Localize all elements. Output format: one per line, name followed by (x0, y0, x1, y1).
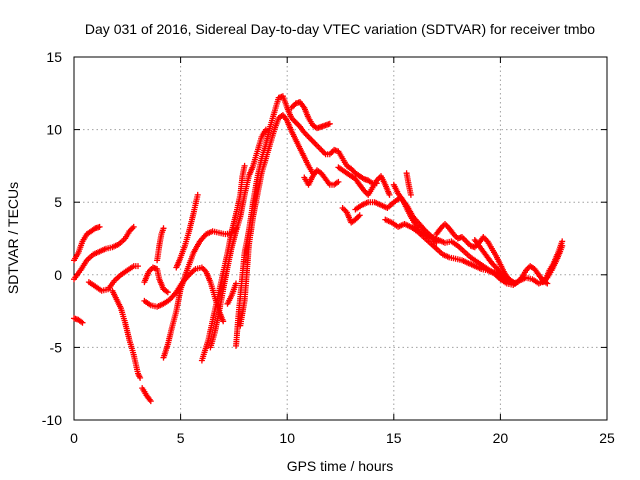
series-track-6 (139, 385, 154, 405)
series-track-16 (237, 112, 316, 329)
data-point (164, 289, 171, 296)
series-track-18 (301, 167, 342, 188)
chart-title: Day 031 of 2016, Sidereal Day-to-day VTE… (85, 21, 595, 37)
y-tick-label: -5 (50, 339, 63, 355)
series-track-5 (109, 287, 144, 381)
x-tick-label: 0 (70, 430, 78, 446)
grid-lines (74, 57, 607, 420)
y-axis-label: SDTVAR / TECUs (5, 182, 21, 294)
series-track-9 (154, 225, 167, 264)
x-tick-label: 10 (279, 430, 295, 446)
x-tick-label: 15 (386, 430, 402, 446)
data-point (559, 242, 566, 249)
data-point (96, 223, 103, 230)
x-axis-label: GPS time / hours (287, 458, 394, 474)
y-tick-labels: -10 -5 0 5 10 15 (42, 49, 62, 428)
data-point (233, 280, 239, 287)
data-point (356, 212, 363, 219)
data-point (326, 120, 333, 127)
series-track-13 (207, 126, 269, 351)
y-tick-label: 0 (54, 267, 62, 283)
series-track-10 (160, 225, 239, 361)
x-tick-label: 20 (493, 430, 509, 446)
axis-ticks (73, 56, 608, 421)
y-tick-label: 10 (46, 122, 62, 138)
series-track-7 (141, 264, 171, 296)
data-point (407, 191, 414, 198)
series-track-22 (382, 216, 566, 288)
data-point (241, 162, 248, 169)
series-track-17 (288, 99, 333, 132)
data-point (433, 239, 440, 246)
y-tick-label: 15 (46, 49, 62, 65)
series-track-23 (390, 181, 440, 246)
series-track-2 (71, 315, 86, 326)
x-tick-label: 5 (177, 430, 185, 446)
data-point (130, 223, 137, 230)
data-series (71, 93, 566, 405)
x-tick-labels: 0 5 10 15 20 25 (70, 430, 615, 446)
data-point (147, 398, 154, 405)
data-point (544, 280, 551, 287)
data-point (220, 318, 227, 325)
data-point (335, 178, 342, 185)
series-track-21 (339, 205, 363, 226)
series-track-4 (85, 263, 141, 294)
data-point (137, 374, 144, 381)
data-point (135, 263, 141, 270)
series-track-24 (403, 170, 414, 198)
series-track-27 (540, 242, 566, 286)
series-track-1 (71, 223, 103, 264)
series-track-3 (71, 223, 137, 283)
series-track-12 (198, 162, 248, 364)
data-point (79, 319, 86, 326)
data-point (262, 126, 269, 133)
data-point (194, 191, 201, 198)
y-tick-label: -10 (42, 412, 62, 428)
x-tick-label: 25 (599, 430, 615, 446)
series-track-14 (224, 280, 239, 307)
y-tick-label: 5 (54, 194, 62, 210)
series-track-19 (335, 164, 393, 198)
data-point (160, 225, 167, 232)
data-point (386, 191, 393, 198)
plot-frame (73, 56, 608, 421)
series-track-11 (173, 191, 201, 271)
